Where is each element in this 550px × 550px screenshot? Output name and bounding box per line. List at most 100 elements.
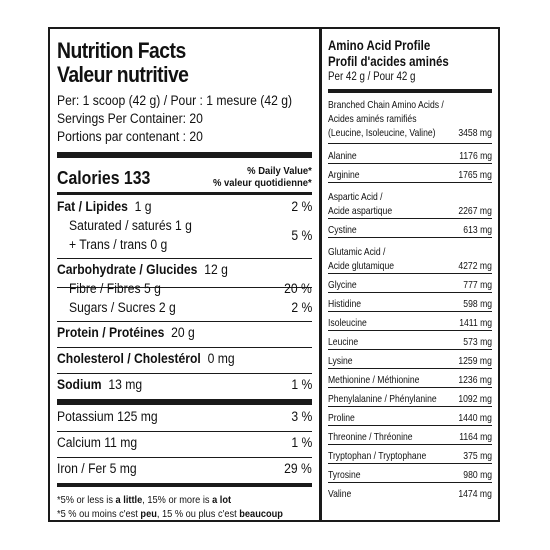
divider (328, 143, 492, 144)
divider (328, 182, 492, 183)
divider (328, 387, 492, 388)
fat-label: Fat / Lipides (57, 199, 128, 214)
amino-value: 1092 mg (458, 393, 492, 405)
footnote-fr: *5 % ou moins c'est peu, 15 % ou plus c'… (57, 508, 283, 520)
divider (328, 444, 492, 445)
amino-value: 2267 mg (458, 205, 492, 217)
servings-per-container: Servings Per Container: 20 (57, 111, 203, 126)
cholesterol-amount: 0 mg (207, 351, 235, 366)
divider (328, 311, 492, 312)
calcium-pct: 1 % (291, 435, 312, 450)
amino-value: 980 mg (463, 469, 492, 481)
amino-value: 1236 mg (458, 374, 492, 386)
potassium-row: Potassium 125 mg 3 % (57, 409, 312, 427)
divider (328, 292, 492, 293)
amino-name: Isoleucine (328, 317, 367, 329)
amino-value: 375 mg (463, 450, 492, 462)
amino-row: Phenylalanine / Phénylanine 1092 mg (328, 389, 492, 405)
carbohydrate-label: Carbohydrate / Glucides (57, 262, 198, 277)
amino-value: 1765 mg (458, 169, 492, 181)
amino-name: Histidine (328, 298, 362, 310)
carbohydrate-amount: 12 g (204, 262, 228, 277)
divider (57, 431, 312, 432)
fibre-row: Fibre / Fibres 5 g 20 % (57, 281, 312, 299)
fat-pct: 2 % (291, 199, 312, 214)
divider (328, 163, 492, 164)
amino-name: Methionine / Méthionine (328, 374, 420, 386)
amino-name: Valine (328, 488, 352, 500)
serving-size: Per: 1 scoop (42 g) / Pour : 1 mesure (4… (57, 93, 293, 108)
daily-value-header-en: % Daily Value* (247, 165, 312, 177)
sodium-amount: 13 mg (108, 377, 143, 392)
trans-row: + Trans / trans 0 g (57, 237, 312, 255)
divider (328, 425, 492, 426)
iron-label: Iron / Fer 5 mg (57, 461, 137, 476)
trans-label: + Trans / trans 0 g (69, 237, 168, 252)
saturated-row: Saturated / saturés 1 g (57, 218, 312, 236)
sugars-pct: 2 % (291, 300, 312, 315)
bcaa-label-2: Acides aminés ramifiés (328, 113, 417, 125)
amino-value: 1411 mg (459, 317, 492, 329)
thick-divider (328, 89, 492, 93)
bcaa-value: 3458 mg (458, 127, 492, 139)
portions-per-container: Portions par contenant : 20 (57, 129, 203, 144)
amino-row: Tyrosine 980 mg (328, 465, 492, 481)
amino-row: Leucine 573 mg (328, 332, 492, 348)
calcium-row: Calcium 11 mg 1 % (57, 435, 312, 453)
amino-name: Glycine (328, 279, 357, 291)
amino-title-fr: Profil d'acides aminés (328, 54, 449, 69)
amino-value: 1474 mg (458, 488, 492, 500)
amino-name: Lysine (328, 355, 353, 367)
saturated-label: Saturated / saturés 1 g (69, 218, 192, 233)
divider (328, 237, 492, 238)
amino-name-fr: Acide aspartique (328, 205, 393, 217)
bcaa-row: Branched Chain Amino Acids / Acides amin… (328, 97, 492, 139)
thick-divider (57, 152, 312, 158)
fat-amount: 1 g (134, 199, 152, 214)
divider (57, 373, 312, 374)
thick-divider (57, 399, 312, 405)
amino-value: 573 mg (463, 336, 492, 348)
amino-row: Glycine 777 mg (328, 275, 492, 291)
amino-name: Glutamic Acid / (328, 246, 386, 258)
divider (328, 349, 492, 350)
amino-row: Threonine / Thréonine 1164 mg (328, 427, 492, 443)
nutrition-title-en: Nutrition Facts (57, 38, 186, 63)
fat-row: Fat / Lipides 1 g 2 % (57, 199, 312, 217)
amino-row: Lysine 1259 mg (328, 351, 492, 367)
amino-value: 4272 mg (458, 260, 492, 272)
protein-label: Protein / Protéines (57, 325, 165, 340)
amino-row: Valine 1474 mg (328, 484, 492, 500)
medium-divider (57, 192, 312, 195)
amino-row: Tryptophan / Tryptophane 375 mg (328, 446, 492, 462)
amino-value: 598 mg (463, 298, 492, 310)
amino-name: Tyrosine (328, 469, 361, 481)
amino-value: 1164 mg (459, 431, 492, 443)
amino-value: 777 mg (463, 279, 492, 291)
amino-name: Threonine / Thréonine (328, 431, 413, 443)
protein-amount: 20 g (171, 325, 195, 340)
potassium-label: Potassium 125 mg (57, 409, 158, 424)
divider (328, 406, 492, 407)
carbohydrate-row: Carbohydrate / Glucides 12 g (57, 262, 312, 280)
amino-value: 613 mg (463, 224, 492, 236)
divider (57, 347, 312, 348)
iron-row: Iron / Fer 5 mg 29 % (57, 461, 312, 479)
sodium-label: Sodium (57, 377, 102, 392)
amino-name: Alanine (328, 150, 357, 162)
divider (328, 482, 492, 483)
amino-name: Arginine (328, 169, 360, 181)
amino-name-fr: Acide glutamique (328, 260, 395, 272)
divider (57, 457, 312, 458)
iron-pct: 29 % (284, 461, 312, 476)
divider (328, 273, 492, 274)
trans-pct: 5 % (291, 228, 312, 243)
amino-row: Glutamic Acid / Acide glutamique 4272 mg (328, 239, 492, 272)
nutrition-facts-panel: Nutrition Facts Valeur nutritive Per: 1 … (48, 27, 321, 522)
fibre-label: Fibre / Fibres 5 g (69, 281, 161, 296)
calcium-label: Calcium 11 mg (57, 435, 138, 450)
sugars-row: Sugars / Sucres 2 g 2 % (57, 300, 312, 318)
divider (57, 287, 312, 288)
divider (57, 321, 312, 322)
amino-name: Tryptophan / Tryptophane (328, 450, 427, 462)
